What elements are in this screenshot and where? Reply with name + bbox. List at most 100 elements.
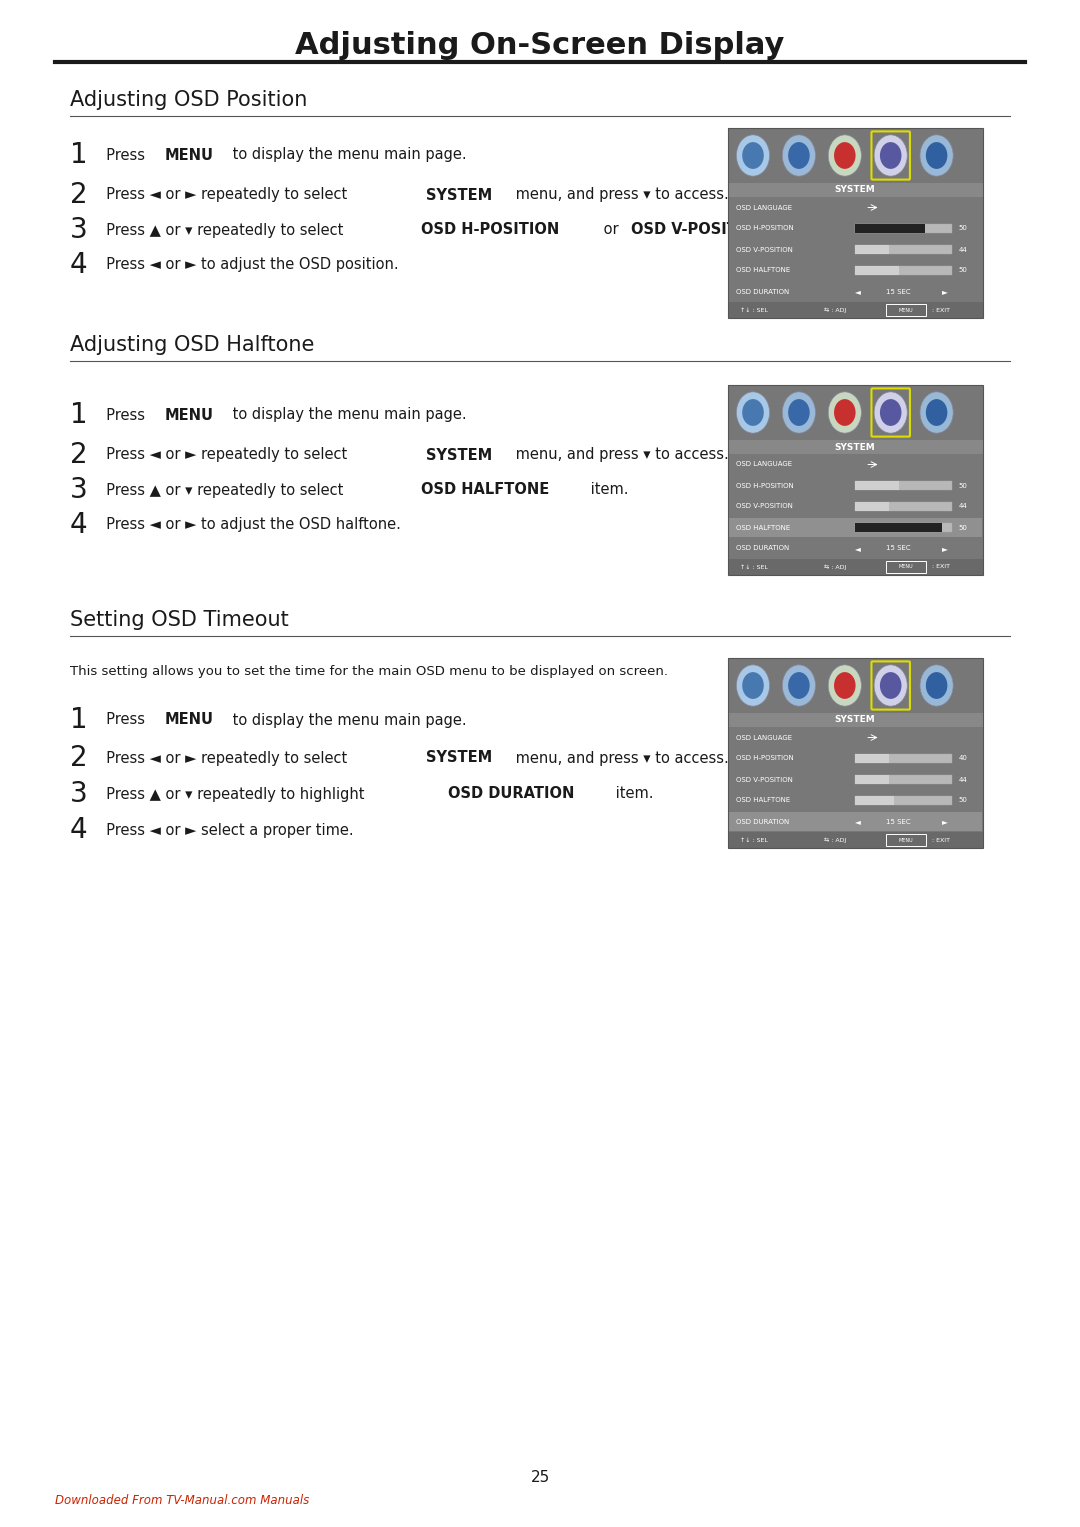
- Text: 15 SEC: 15 SEC: [886, 818, 910, 825]
- Text: 44: 44: [958, 246, 968, 252]
- Ellipse shape: [737, 664, 770, 705]
- Text: item.: item.: [611, 786, 653, 802]
- Text: OSD LANGUAGE: OSD LANGUAGE: [735, 461, 792, 467]
- Ellipse shape: [788, 399, 810, 426]
- Text: Press ◄ or ► select a proper time.: Press ◄ or ► select a proper time.: [97, 823, 353, 837]
- Ellipse shape: [828, 392, 862, 434]
- Bar: [886, 304, 927, 316]
- Bar: [855, 481, 951, 490]
- Text: OSD V-POSITION: OSD V-POSITION: [735, 504, 793, 510]
- Bar: [728, 658, 983, 847]
- Ellipse shape: [926, 142, 947, 169]
- Text: Adjusting OSD Position: Adjusting OSD Position: [70, 90, 308, 110]
- Text: ►: ►: [942, 817, 947, 826]
- Bar: [728, 197, 983, 302]
- Ellipse shape: [834, 142, 855, 169]
- Bar: [728, 128, 983, 318]
- Text: ►: ►: [942, 544, 947, 553]
- Text: OSD V-POSITION: OSD V-POSITION: [735, 246, 793, 252]
- Text: : EXIT: : EXIT: [931, 837, 949, 843]
- Ellipse shape: [926, 399, 947, 426]
- Ellipse shape: [742, 672, 764, 699]
- Text: ↑↓ : SEL: ↑↓ : SEL: [740, 837, 768, 843]
- Text: OSD LANGUAGE: OSD LANGUAGE: [735, 734, 792, 741]
- Ellipse shape: [874, 664, 907, 705]
- Text: Downloaded From TV-Manual.com Manuals: Downloaded From TV-Manual.com Manuals: [55, 1493, 309, 1507]
- Text: MENU: MENU: [899, 565, 914, 570]
- Text: or: or: [599, 223, 623, 238]
- Bar: [855, 774, 889, 785]
- Text: ◄: ◄: [855, 817, 861, 826]
- Text: SYSTEM: SYSTEM: [426, 188, 492, 203]
- Text: 44: 44: [958, 504, 968, 510]
- Ellipse shape: [920, 134, 954, 176]
- Text: 15 SEC: 15 SEC: [886, 289, 910, 295]
- Text: to display the menu main page.: to display the menu main page.: [228, 713, 467, 727]
- Text: OSD LANGUAGE: OSD LANGUAGE: [735, 205, 792, 211]
- Text: Press ◄ or ► repeatedly to select: Press ◄ or ► repeatedly to select: [97, 447, 352, 463]
- Text: to display the menu main page.: to display the menu main page.: [228, 408, 467, 423]
- Text: 1: 1: [70, 705, 87, 734]
- Bar: [728, 454, 983, 559]
- Ellipse shape: [880, 142, 902, 169]
- Bar: [728, 658, 983, 847]
- Ellipse shape: [920, 392, 954, 434]
- Text: menu, and press ▾ to access.: menu, and press ▾ to access.: [511, 447, 729, 463]
- Text: 50: 50: [958, 797, 968, 803]
- Text: Press ▲ or ▾ repeatedly to select: Press ▲ or ▾ repeatedly to select: [97, 483, 348, 498]
- Text: 1: 1: [70, 402, 87, 429]
- Ellipse shape: [782, 134, 815, 176]
- Text: ↑↓ : SEL: ↑↓ : SEL: [740, 565, 768, 570]
- Text: 50: 50: [958, 267, 968, 273]
- Text: 25: 25: [530, 1471, 550, 1486]
- Bar: [728, 713, 983, 727]
- Text: OSD V-POSITION: OSD V-POSITION: [631, 223, 767, 238]
- Text: OSD H-POSITION: OSD H-POSITION: [421, 223, 559, 238]
- Text: ◄: ◄: [855, 544, 861, 553]
- Text: 3: 3: [70, 476, 87, 504]
- Ellipse shape: [874, 134, 907, 176]
- Bar: [855, 796, 951, 805]
- Bar: [728, 658, 983, 713]
- Bar: [855, 754, 951, 764]
- Text: OSD V-POSITION: OSD V-POSITION: [735, 777, 793, 782]
- Text: ⇆ : ADJ: ⇆ : ADJ: [824, 565, 847, 570]
- Text: 50: 50: [958, 226, 968, 232]
- Bar: [855, 224, 951, 234]
- Bar: [728, 440, 983, 454]
- Ellipse shape: [788, 672, 810, 699]
- Text: MENU: MENU: [165, 408, 214, 423]
- Ellipse shape: [737, 392, 770, 434]
- Text: OSD HALFTONE: OSD HALFTONE: [735, 267, 789, 273]
- Text: ⇆ : ADJ: ⇆ : ADJ: [824, 307, 847, 313]
- Ellipse shape: [926, 672, 947, 699]
- Bar: [855, 796, 894, 805]
- Text: Setting OSD Timeout: Setting OSD Timeout: [70, 609, 288, 631]
- Bar: [728, 128, 983, 318]
- Bar: [729, 812, 982, 831]
- Text: OSD HALFTONE: OSD HALFTONE: [735, 524, 789, 530]
- Bar: [855, 244, 951, 253]
- Text: 4: 4: [70, 512, 87, 539]
- Text: OSD HALFTONE: OSD HALFTONE: [421, 483, 549, 498]
- Bar: [855, 224, 924, 234]
- Ellipse shape: [920, 664, 954, 705]
- Ellipse shape: [880, 672, 902, 699]
- Text: 15 SEC: 15 SEC: [886, 545, 910, 551]
- Text: Adjusting On-Screen Display: Adjusting On-Screen Display: [295, 31, 785, 60]
- Text: menu, and press ▾ to access.: menu, and press ▾ to access.: [511, 188, 729, 203]
- Text: ⇆ : ADJ: ⇆ : ADJ: [824, 837, 847, 843]
- Text: Adjusting OSD Halftone: Adjusting OSD Halftone: [70, 334, 314, 354]
- Bar: [855, 244, 889, 253]
- Bar: [855, 502, 889, 512]
- Bar: [855, 522, 942, 533]
- Bar: [728, 385, 983, 576]
- Ellipse shape: [742, 142, 764, 169]
- Bar: [728, 727, 983, 832]
- Text: 2: 2: [70, 441, 87, 469]
- Text: Press ◄ or ► repeatedly to select: Press ◄ or ► repeatedly to select: [97, 750, 352, 765]
- Bar: [855, 754, 889, 764]
- Ellipse shape: [828, 664, 862, 705]
- Text: Press ◄ or ► repeatedly to select: Press ◄ or ► repeatedly to select: [97, 188, 352, 203]
- Ellipse shape: [742, 399, 764, 426]
